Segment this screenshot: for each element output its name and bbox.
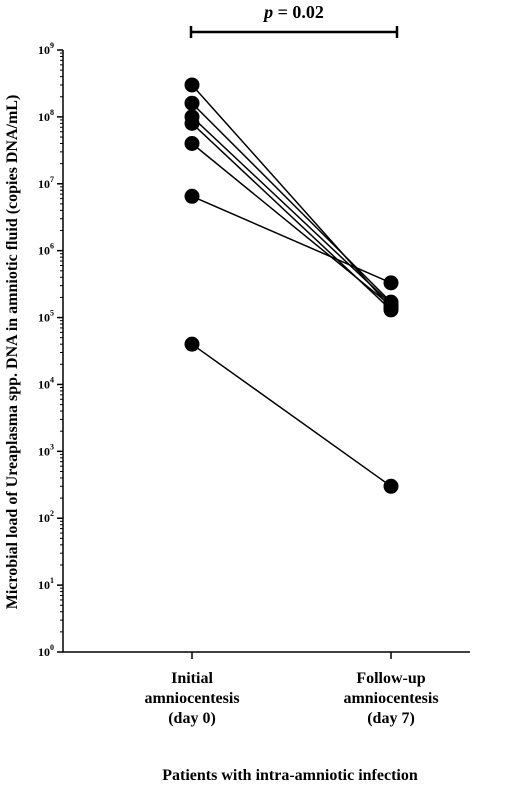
x-category-label: Initial	[171, 670, 213, 687]
pair-line	[191, 84, 392, 309]
data-point-day0	[184, 77, 200, 93]
y-tick-label: 108	[38, 108, 54, 124]
y-tick-label: 100	[38, 643, 54, 659]
data-points	[184, 77, 399, 494]
pair-line	[191, 195, 392, 284]
data-point-day0	[184, 95, 200, 111]
data-point-day7	[383, 298, 399, 314]
y-tick-label: 107	[38, 175, 54, 191]
pair-line	[191, 102, 392, 303]
x-category-label: amniocentesis	[343, 690, 438, 707]
pair-line	[191, 116, 392, 305]
y-axis: 100 101 102 103 104 105 106 107 108 109	[38, 41, 64, 659]
data-point-day0	[184, 115, 200, 131]
y-axis-title: Microbial load of Ureaplasma spp. DNA in…	[4, 95, 21, 610]
y-tick-label: 102	[38, 509, 54, 525]
x-category-label: (day 0)	[168, 710, 216, 727]
data-point-day0	[184, 136, 200, 152]
x-category-label: Follow-up	[356, 670, 425, 687]
data-point-day7	[383, 478, 399, 494]
y-tick-label: 103	[38, 442, 54, 458]
x-category-label: (day 7)	[367, 710, 415, 727]
y-tick-label: 104	[38, 375, 54, 391]
y-tick-label: 106	[38, 242, 54, 258]
y-tick-label: 105	[38, 309, 54, 325]
data-point-day0	[184, 188, 200, 204]
data-point-day0	[184, 336, 200, 352]
significance-annotation: p = 0.02	[189, 2, 399, 38]
x-axis: Initial amniocentesis (day 0) Follow-up amni…	[63, 651, 470, 727]
x-category-label: amniocentesis	[144, 690, 239, 707]
pair-line	[191, 343, 392, 487]
pair-line	[191, 142, 392, 307]
y-tick-label: 101	[38, 576, 54, 592]
p-value-label: p = 0.02	[262, 2, 324, 22]
pair-lines	[191, 84, 392, 487]
y-tick-label: 109	[38, 41, 54, 57]
x-axis-title: Patients with intra-amniotic infection	[162, 767, 418, 784]
data-point-day7	[383, 275, 399, 291]
